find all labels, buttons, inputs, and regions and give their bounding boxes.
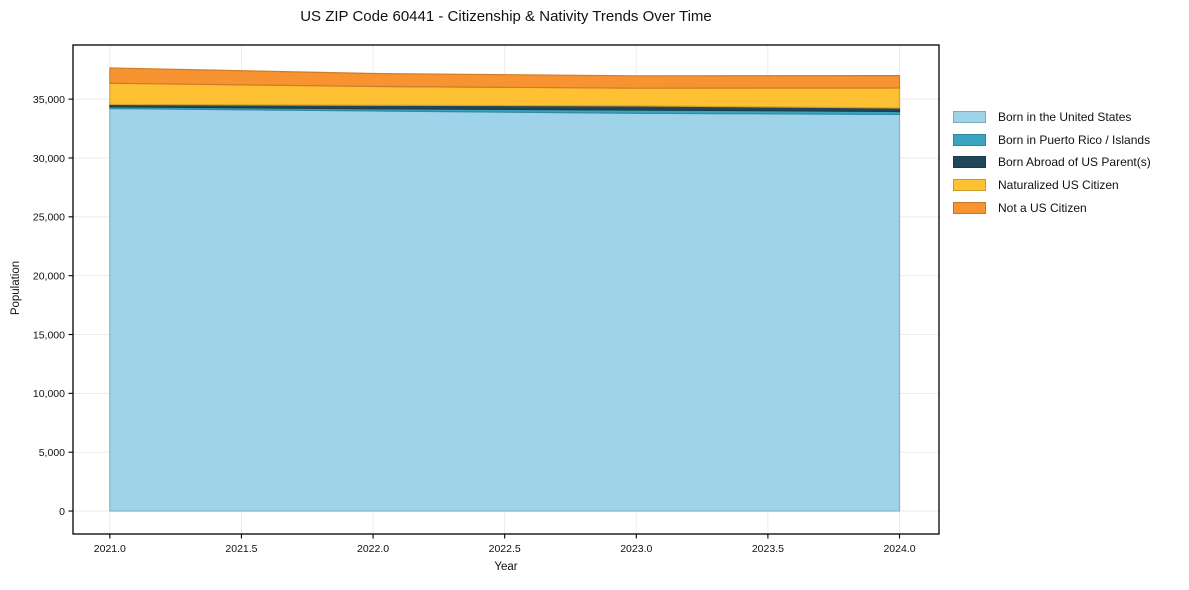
y-tick-label: 20,000 bbox=[33, 270, 65, 282]
legend-swatch bbox=[953, 156, 986, 169]
y-tick-label: 5,000 bbox=[39, 447, 65, 459]
area-band bbox=[109, 107, 901, 512]
x-tick-label: 2023.0 bbox=[620, 543, 652, 555]
x-tick-label: 2022.5 bbox=[489, 543, 521, 555]
y-tick-label: 10,000 bbox=[33, 388, 65, 400]
y-tick-label: 30,000 bbox=[33, 153, 65, 165]
legend-item: Born in the United States bbox=[953, 106, 1151, 129]
x-tick-label: 2022.0 bbox=[357, 543, 389, 555]
y-tick-label: 35,000 bbox=[33, 94, 65, 106]
y-tick-label: 25,000 bbox=[33, 212, 65, 224]
legend-swatch bbox=[953, 179, 986, 192]
y-tick-label: 0 bbox=[59, 506, 65, 518]
y-tick-label: 15,000 bbox=[33, 329, 65, 341]
x-tick-label: 2021.5 bbox=[225, 543, 257, 555]
area-band bbox=[109, 67, 901, 89]
legend-item: Naturalized US Citizen bbox=[953, 174, 1151, 197]
legend-item: Born in Puerto Rico / Islands bbox=[953, 129, 1151, 152]
legend-label: Born in Puerto Rico / Islands bbox=[998, 132, 1151, 147]
x-tick-label: 2024.0 bbox=[883, 543, 915, 555]
legend-label: Born Abroad of US Parent(s) bbox=[998, 155, 1151, 170]
legend-item: Not a US Citizen bbox=[953, 196, 1151, 219]
x-tick-label: 2021.0 bbox=[94, 543, 126, 555]
x-axis-label: Year bbox=[494, 561, 518, 573]
plot-border bbox=[72, 44, 940, 535]
legend-swatch bbox=[953, 111, 986, 124]
legend-label: Born in the United States bbox=[998, 110, 1132, 125]
chart-title: US ZIP Code 60441 - Citizenship & Nativi… bbox=[300, 8, 712, 25]
x-tick-label: 2023.5 bbox=[752, 543, 784, 555]
legend: Born in the United States Born in Puerto … bbox=[953, 106, 1151, 219]
legend-label: Naturalized US Citizen bbox=[998, 178, 1119, 193]
legend-label: Not a US Citizen bbox=[998, 200, 1087, 215]
legend-swatch bbox=[953, 201, 986, 214]
legend-swatch bbox=[953, 133, 986, 146]
legend-item: Born Abroad of US Parent(s) bbox=[953, 151, 1151, 174]
